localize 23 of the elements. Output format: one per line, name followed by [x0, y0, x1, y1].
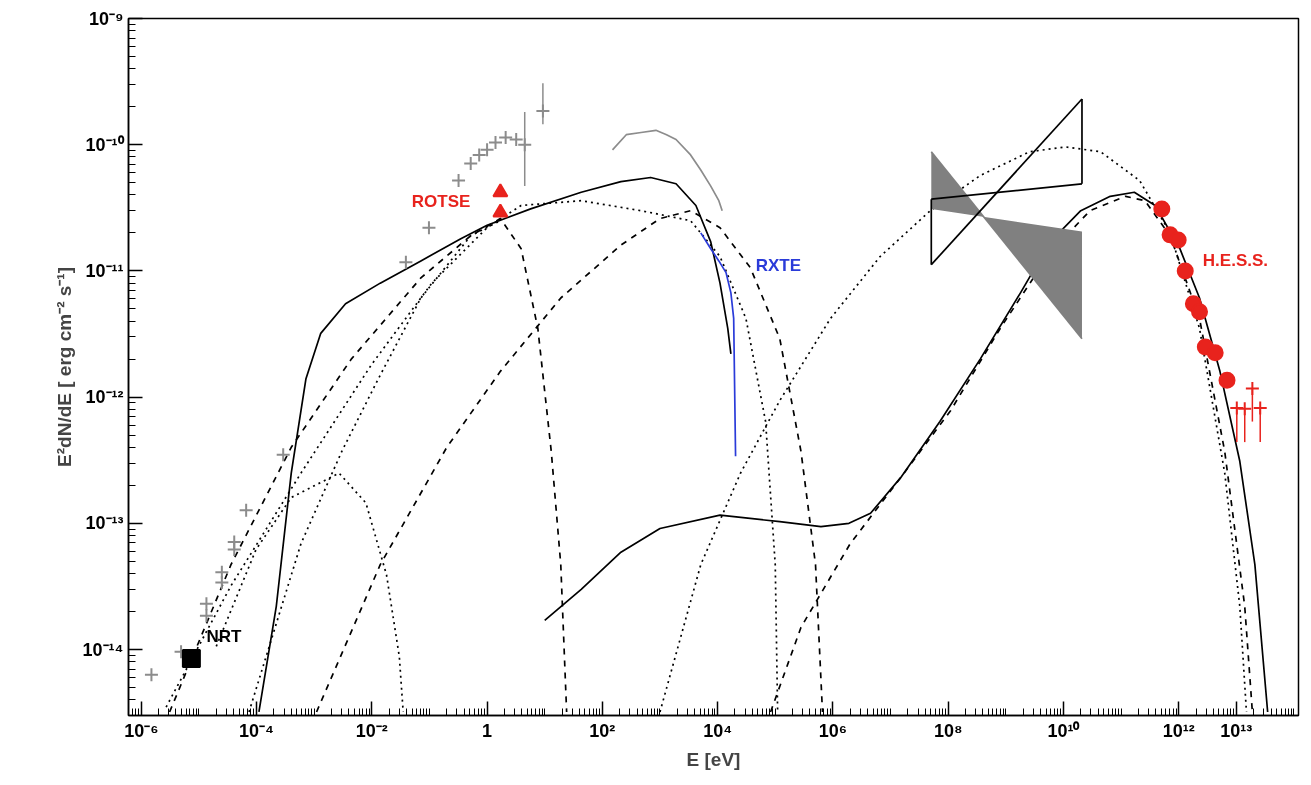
x-tick-label: 10¹³: [1220, 720, 1253, 741]
x-tick-label: 10⁶: [818, 720, 848, 741]
y-tick-label: 10⁻¹⁰: [85, 134, 125, 155]
x-tick-label: 10¹²: [1162, 720, 1195, 741]
series-label: ROTSE: [411, 191, 471, 211]
x-tick-label: 10⁴: [703, 720, 733, 741]
y-tick-label: 10⁻⁹: [88, 8, 124, 29]
x-tick-label: 10¹⁰: [1047, 720, 1081, 741]
x-tick-label: 10⁻⁴: [239, 720, 275, 741]
series-label: H.E.S.S.: [1202, 251, 1269, 271]
y-tick-label: 10⁻¹⁴: [82, 639, 124, 660]
series-label: RXTE: [755, 256, 802, 276]
x-axis-title: E [eV]: [686, 748, 741, 770]
x-tick-label: 10⁻⁶: [124, 720, 159, 741]
y-tick-label: 10⁻¹³: [85, 513, 124, 534]
y-tick-label: 10⁻¹¹: [85, 260, 124, 281]
x-tick-label: 10⁸: [933, 720, 963, 741]
series-label: NRT: [206, 626, 242, 646]
y-axis-title: E²dN/dE [ erg cm⁻² s⁻¹]: [53, 267, 75, 467]
y-tick-label: 10⁻¹²: [85, 387, 124, 408]
x-tick-label: 1: [482, 720, 493, 741]
x-tick-label: 10⁻²: [355, 720, 388, 741]
x-tick-label: 10²: [589, 720, 616, 741]
